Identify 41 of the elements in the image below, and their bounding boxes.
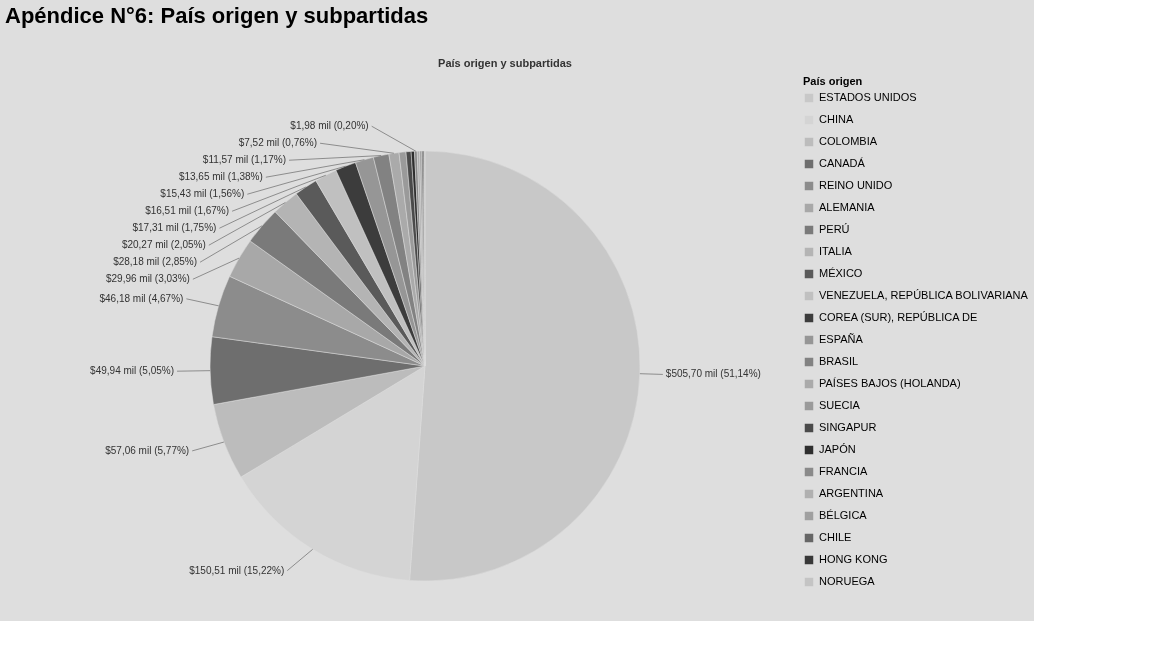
legend-label: CANADÁ (819, 157, 866, 169)
legend-label: VENEZUELA, REPÚBLICA BOLIVARIANA (819, 289, 1029, 301)
data-label: $17,31 mil (1,75%) (132, 222, 217, 234)
legend-label: MÉXICO (819, 267, 863, 279)
data-label: $49,94 mil (5,05%) (90, 365, 175, 377)
data-label: $11,57 mil (1,17%) (202, 154, 287, 166)
legend-label: COREA (SUR), REPÚBLICA DE (819, 311, 978, 323)
legend-title: País origen (803, 75, 863, 87)
data-label: $1,98 mil (0,20%) (290, 120, 369, 132)
legend-label: ARGENTINA (819, 487, 884, 499)
legend-label: REINO UNIDO (819, 179, 893, 191)
legend-label: NORUEGA (819, 575, 876, 587)
legend-label: ESPAÑA (819, 333, 864, 345)
legend-label: BRASIL (819, 355, 859, 367)
legend-label: HONG KONG (819, 553, 888, 565)
legend-label: JAPÓN (819, 443, 856, 455)
data-label: $20,27 mil (2,05%) (121, 239, 206, 251)
data-label: $150,51 mil (15,22%) (189, 564, 285, 576)
legend-label: ITALIA (819, 245, 853, 257)
data-label: $57,06 mil (5,77%) (105, 444, 190, 456)
data-label: $28,18 mil (2,85%) (113, 256, 198, 268)
legend-label: BÉLGICA (819, 509, 868, 521)
data-label: $46,18 mil (4,67%) (99, 292, 184, 304)
legend-label: SINGAPUR (819, 421, 877, 433)
data-label: $16,51 mil (1,67%) (145, 205, 230, 217)
data-label: $505,70 mil (51,14%) (665, 368, 761, 380)
legend-label: COLOMBIA (819, 135, 878, 147)
legend-label: ALEMANIA (819, 201, 876, 213)
legend-label: CHILE (819, 531, 852, 543)
legend-label: FRANCIA (819, 465, 868, 477)
legend-label: CHINA (819, 113, 854, 125)
legend-label: PERÚ (819, 223, 850, 235)
legend-label: SUECIA (819, 399, 861, 411)
data-label: $13,65 mil (1,38%) (178, 171, 263, 183)
chart-title: Apéndice N°6: País origen y subpartidas (5, 3, 429, 28)
chart-subtitle: País origen y subpartidas (438, 57, 572, 69)
legend-label: PAÍSES BAJOS (HOLANDA) (819, 377, 961, 389)
data-label: $29,96 mil (3,03%) (105, 273, 190, 285)
legend-label: ESTADOS UNIDOS (819, 91, 917, 103)
data-label: $15,43 mil (1,56%) (160, 188, 245, 200)
data-label: $7,52 mil (0,76%) (238, 137, 318, 149)
